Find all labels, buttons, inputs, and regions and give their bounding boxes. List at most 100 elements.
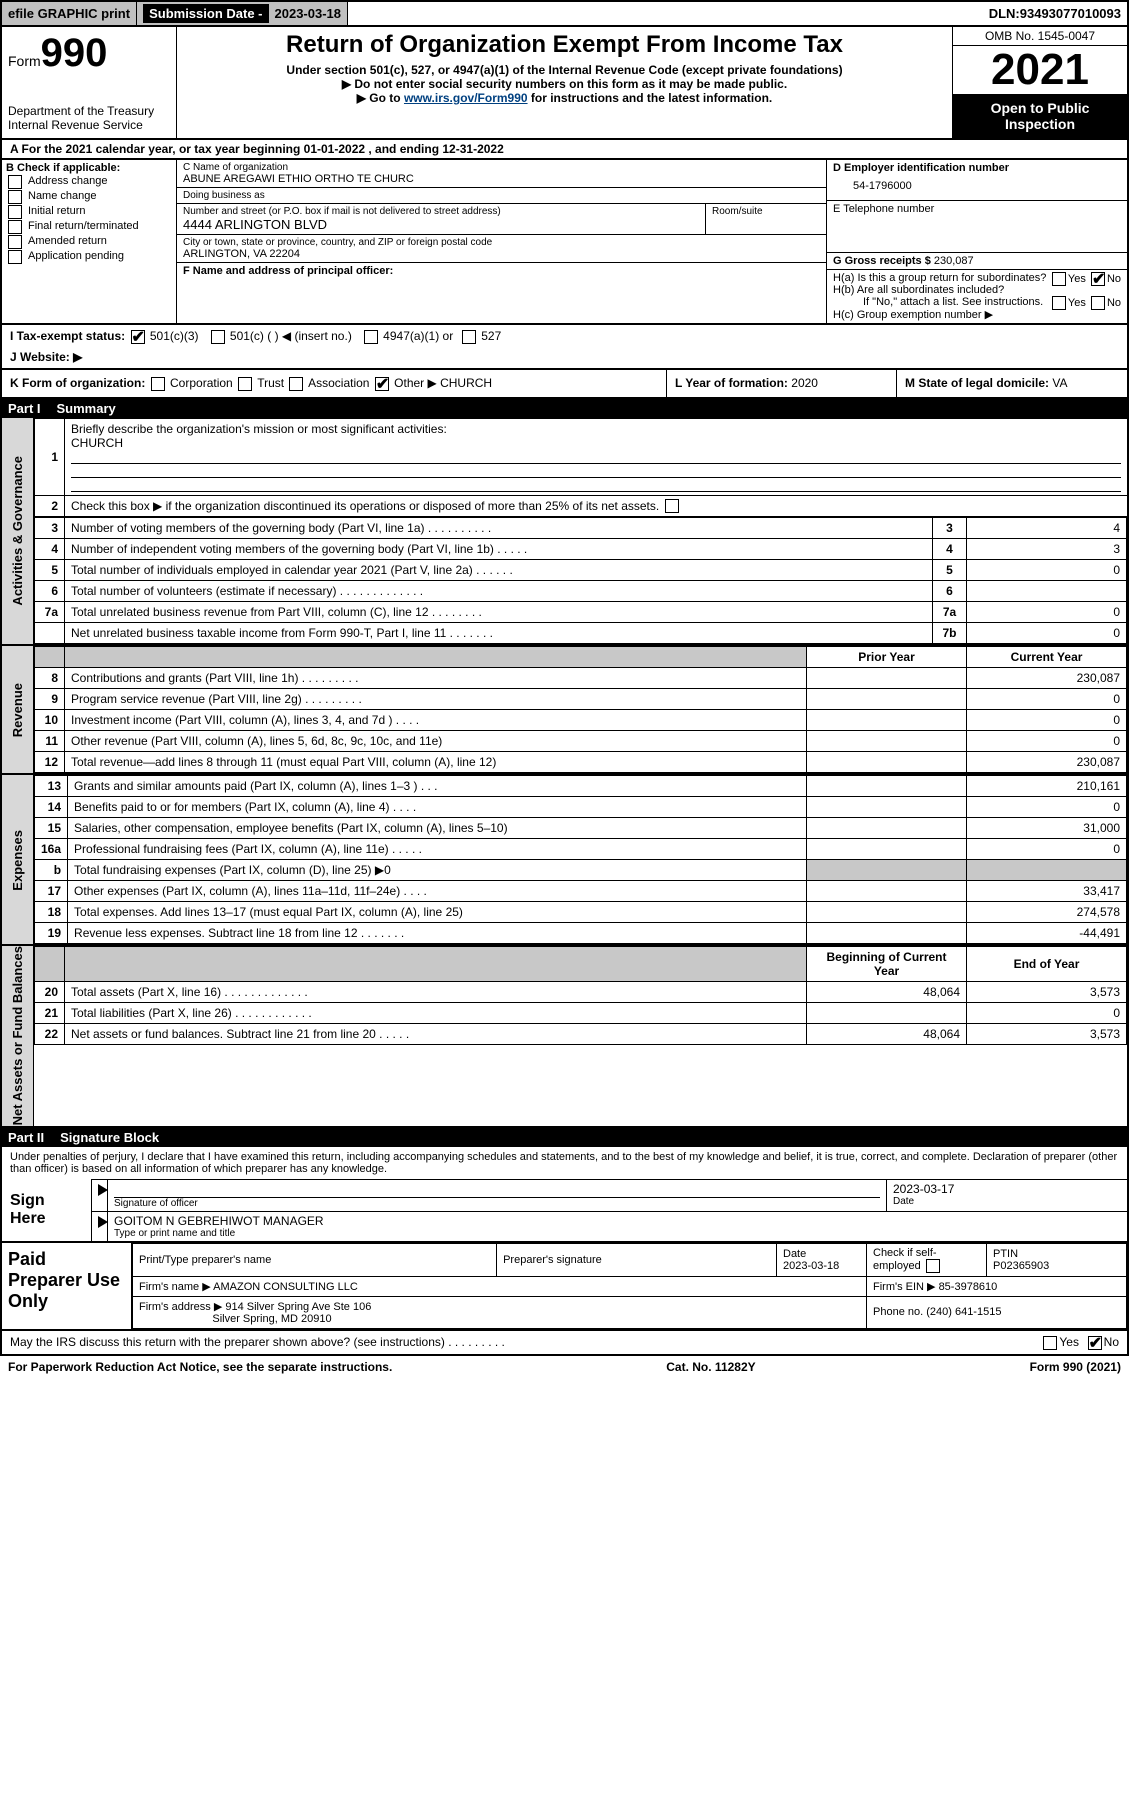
c-name-label: C Name of organization	[183, 162, 820, 173]
phone-value: (240) 641-1515	[926, 1306, 1001, 1318]
part-i-title: Summary	[57, 401, 116, 416]
row-num: 12	[35, 752, 65, 773]
cat-no: Cat. No. 11282Y	[666, 1360, 755, 1374]
i-527-checkbox[interactable]	[462, 330, 476, 344]
e-phone-label: E Telephone number	[833, 203, 1121, 215]
row-desc: Revenue less expenses. Subtract line 18 …	[68, 923, 807, 944]
prior-val	[807, 881, 967, 902]
row-box: 5	[933, 560, 967, 581]
current-val: 230,087	[967, 668, 1127, 689]
ha-no-checkbox[interactable]	[1091, 272, 1105, 286]
ha-yes-checkbox[interactable]	[1052, 272, 1066, 286]
discuss-yes-checkbox[interactable]	[1043, 1336, 1057, 1350]
row-desc: Benefits paid to or for members (Part IX…	[68, 797, 807, 818]
row-desc: Program service revenue (Part VIII, line…	[65, 689, 807, 710]
declaration-text: Under penalties of perjury, I declare th…	[2, 1147, 1127, 1179]
row-desc: Total revenue—add lines 8 through 11 (mu…	[65, 752, 807, 773]
sidelabel-rev: Revenue	[2, 646, 34, 773]
row-val	[967, 581, 1127, 602]
row-num: 17	[35, 881, 68, 902]
k-opt-3: Other ▶	[394, 376, 437, 390]
form-word: Form	[8, 53, 41, 69]
b-item-2: Initial return	[28, 205, 85, 217]
l-label: L Year of formation:	[675, 376, 788, 390]
k-other-value: CHURCH	[440, 376, 492, 390]
i-501c-checkbox[interactable]	[211, 330, 225, 344]
j-label: J Website: ▶	[10, 350, 82, 364]
checkbox-final-return[interactable]	[8, 220, 22, 234]
form-subtitle-1: Under section 501(c), 527, or 4947(a)(1)…	[185, 63, 944, 77]
row-desc: Total number of volunteers (estimate if …	[65, 581, 933, 602]
ein-value: 54-1796000	[833, 174, 1121, 198]
ptin-value: P02365903	[993, 1260, 1049, 1272]
dln-value: 93493077010093	[1020, 6, 1121, 21]
hb-no: No	[1107, 297, 1121, 309]
section-activities-governance: Activities & Governance 1 Briefly descri…	[0, 418, 1129, 647]
current-val: 230,087	[967, 752, 1127, 773]
current-val	[967, 860, 1127, 881]
row-desc: Salaries, other compensation, employee b…	[68, 818, 807, 839]
firm-addr-label: Firm's address ▶	[139, 1301, 222, 1313]
k-corp-checkbox[interactable]	[151, 377, 165, 391]
b-item-0: Address change	[28, 175, 108, 187]
prior-val	[807, 797, 967, 818]
row-desc: Total expenses. Add lines 13–17 (must eq…	[68, 902, 807, 923]
self-employed-checkbox[interactable]	[926, 1259, 940, 1273]
submission-date: Submission Date - 2023-03-18	[137, 2, 348, 25]
k-other-checkbox[interactable]	[375, 377, 389, 391]
top-bar: efile GRAPHIC print Submission Date - 20…	[0, 0, 1129, 27]
checkbox-address-change[interactable]	[8, 175, 22, 189]
row-num: 6	[35, 581, 65, 602]
row-desc: Total fundraising expenses (Part IX, col…	[68, 860, 807, 881]
street-label: Number and street (or P.O. box if mail i…	[183, 206, 699, 217]
ph-1: Preparer's signature	[497, 1243, 777, 1276]
paid-preparer-label: Paid Preparer Use Only	[2, 1243, 132, 1329]
ph-0: Print/Type preparer's name	[133, 1243, 497, 1276]
row-box: 4	[933, 539, 967, 560]
prior-val	[807, 839, 967, 860]
row-desc: Total number of individuals employed in …	[65, 560, 933, 581]
k-trust-checkbox[interactable]	[238, 377, 252, 391]
ha-label: H(a) Is this a group return for subordin…	[833, 272, 1046, 284]
efile-print-button[interactable]: efile GRAPHIC print	[2, 2, 137, 25]
sig-date-label: Date	[893, 1196, 1121, 1207]
hb-yes-checkbox[interactable]	[1052, 296, 1066, 310]
street-value: 4444 ARLINGTON BLVD	[183, 217, 699, 232]
irs-link[interactable]: www.irs.gov/Form990	[404, 91, 528, 105]
i-opt-2: 4947(a)(1) or	[383, 329, 453, 343]
row-num: 22	[35, 1024, 65, 1045]
row-val: 3	[967, 539, 1127, 560]
submission-date-value: 2023-03-18	[275, 6, 342, 21]
footer-bottom: For Paperwork Reduction Act Notice, see …	[0, 1356, 1129, 1378]
i-4947-checkbox[interactable]	[364, 330, 378, 344]
section-expenses: Expenses 13 Grants and similar amounts p…	[0, 775, 1129, 946]
col-b-checkboxes: B Check if applicable: Address change Na…	[2, 160, 177, 323]
row-desc: Total unrelated business revenue from Pa…	[65, 602, 933, 623]
checkbox-name-change[interactable]	[8, 190, 22, 204]
row-desc: Other expenses (Part IX, column (A), lin…	[68, 881, 807, 902]
section-revenue: Revenue Prior YearCurrent Year 8 Contrib…	[0, 646, 1129, 775]
hb-no-checkbox[interactable]	[1091, 296, 1105, 310]
checkbox-initial-return[interactable]	[8, 205, 22, 219]
discuss-no-checkbox[interactable]	[1088, 1336, 1102, 1350]
checkbox-amended[interactable]	[8, 235, 22, 249]
line2-checkbox[interactable]	[665, 499, 679, 513]
header-info-block: B Check if applicable: Address change Na…	[0, 160, 1129, 325]
checkbox-app-pending[interactable]	[8, 250, 22, 264]
i-501c3-checkbox[interactable]	[131, 330, 145, 344]
form-no-footer: Form 990 (2021)	[1030, 1360, 1121, 1374]
begin-year-hdr: Beginning of Current Year	[807, 947, 967, 982]
k-assoc-checkbox[interactable]	[289, 377, 303, 391]
phone-label: Phone no.	[873, 1306, 923, 1318]
firm-addr2: Silver Spring, MD 20910	[212, 1313, 331, 1325]
discuss-yes: Yes	[1059, 1335, 1079, 1349]
org-name: ABUNE AREGAWI ETHIO ORTHO TE CHURC	[183, 173, 820, 185]
hb-yes: Yes	[1068, 297, 1086, 309]
part-ii-header: Part II Signature Block	[0, 1128, 1129, 1147]
discuss-no: No	[1104, 1335, 1119, 1349]
end-year-hdr: End of Year	[967, 947, 1127, 982]
prior-val	[807, 923, 967, 944]
row-val: 4	[967, 518, 1127, 539]
row-desc: Contributions and grants (Part VIII, lin…	[65, 668, 807, 689]
pra-notice: For Paperwork Reduction Act Notice, see …	[8, 1360, 392, 1374]
